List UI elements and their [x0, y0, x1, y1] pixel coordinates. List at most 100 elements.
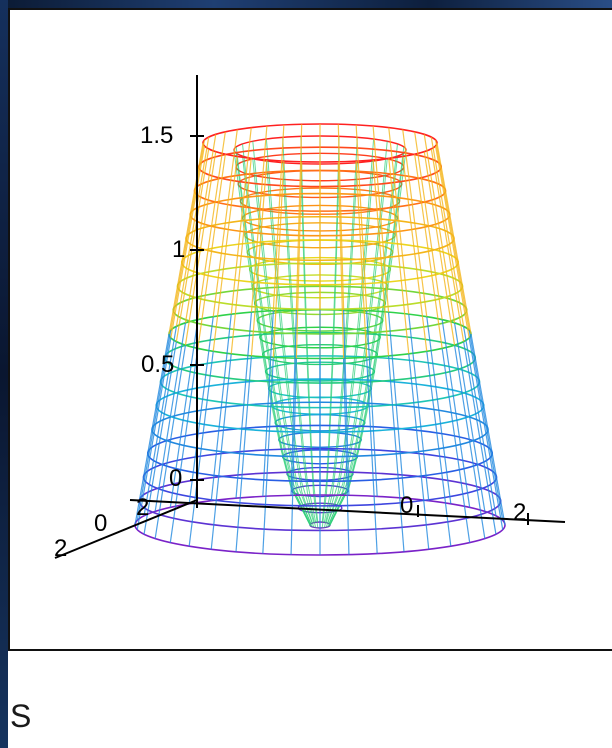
outer-meridian-lower: [366, 310, 378, 497]
outer-meridian-lower: [441, 319, 471, 508]
outer-meridian-upper: [414, 154, 443, 349]
outer-meridian-upper: [212, 129, 238, 317]
outer-meridian-upper: [337, 124, 345, 310]
plot-3d-panel[interactable]: 1.5 1 0.5 0 2 0 2 2 0: [8, 8, 612, 651]
outer-meridian-upper: [197, 131, 226, 320]
outer-meridian-lower: [453, 345, 486, 539]
outer-meridian-lower: [426, 351, 452, 547]
outer-cone-wireframe: [134, 123, 506, 556]
x-axis-line: [129, 499, 566, 523]
outer-meridian-lower: [169, 319, 199, 508]
outer-meridian-lower: [154, 322, 187, 512]
surface-plot[interactable]: 1.5 1 0.5 0 2 0 2 2 0: [10, 10, 612, 651]
outer-meridian-upper: [430, 148, 465, 342]
inner-meridian: [282, 162, 317, 528]
outer-meridian-lower: [343, 358, 350, 555]
inner-meridian: [323, 162, 358, 528]
y-tick-0: 0: [94, 510, 107, 537]
outer-meridian-lower: [343, 309, 350, 496]
outer-meridian-upper: [295, 124, 303, 310]
outer-meridian-upper: [388, 127, 410, 315]
outer-meridian-lower: [470, 333, 506, 526]
outer-meridian-upper: [372, 126, 390, 313]
outer-meridian-lower: [235, 312, 253, 499]
inner-meridian: [265, 160, 315, 528]
outer-meridian-upper: [355, 124, 368, 311]
outer-meridian-lower: [134, 333, 170, 526]
caption-label: S: [10, 698, 32, 734]
outer-meridian-lower: [210, 353, 232, 550]
outer-meridian-lower: [235, 355, 253, 552]
outer-meridian-upper: [212, 156, 238, 352]
outer-meridian-upper: [388, 158, 410, 354]
outer-meridian-upper: [230, 127, 252, 315]
outer-meridian-lower: [136, 337, 172, 530]
outer-meridian-upper: [414, 131, 443, 320]
z-tick-0: 0: [169, 465, 182, 492]
outer-meridian-upper: [250, 159, 268, 356]
outer-meridian-upper: [402, 129, 428, 317]
outer-meridian-lower: [453, 322, 486, 512]
outer-meridian-lower: [143, 326, 177, 516]
inner-meridian: [325, 160, 375, 528]
outer-meridian-upper: [434, 139, 470, 331]
inner-meridian: [321, 163, 340, 528]
outer-meridian-upper: [175, 148, 210, 342]
inner-meridian: [328, 156, 398, 527]
outer-meridian-upper: [170, 139, 206, 331]
outer-meridian-upper: [436, 142, 472, 335]
outer-meridian-upper: [272, 161, 285, 358]
outer-meridian-upper: [434, 145, 470, 338]
outer-meridian-upper: [430, 137, 465, 327]
y-axis-line: [54, 499, 198, 559]
outer-meridian-upper: [423, 151, 456, 346]
outer-meridian-lower: [188, 316, 214, 504]
outer-meridian-lower: [441, 348, 471, 543]
outer-meridian-lower: [143, 341, 177, 535]
outer-meridian-upper: [184, 134, 217, 323]
outer-meridian-lower: [366, 357, 378, 554]
outer-meridian-lower: [468, 337, 504, 530]
outer-meridian-upper: [355, 161, 368, 358]
inner-meridian: [242, 156, 312, 527]
outer-meridian-upper: [170, 145, 206, 338]
outer-meridian-upper: [337, 161, 345, 359]
outer-meridian-lower: [290, 358, 297, 555]
outer-meridian-upper: [250, 126, 268, 313]
plot-axes: [54, 75, 566, 559]
window-frame-top: [0, 0, 612, 8]
outer-meridian-upper: [372, 159, 390, 356]
outer-meridian-lower: [262, 310, 274, 497]
inner-meridian: [300, 163, 319, 528]
outer-meridian-lower: [154, 345, 187, 539]
window-frame-left: [0, 0, 8, 748]
outer-meridian-upper: [197, 154, 226, 349]
outer-meridian-lower: [387, 312, 405, 499]
outer-meridian-lower: [169, 348, 199, 543]
outer-meridian-upper: [175, 137, 210, 327]
outer-meridian-upper: [230, 158, 252, 354]
outer-meridian-lower: [463, 341, 497, 535]
outer-meridian-lower: [210, 314, 232, 501]
outer-meridian-lower: [408, 314, 430, 501]
z-tick-0-5: 0.5: [141, 351, 174, 378]
outer-meridian-lower: [408, 353, 430, 550]
outer-meridian-lower: [262, 357, 274, 554]
outer-meridian-lower: [387, 355, 405, 552]
y-tick-2: 2: [54, 535, 67, 562]
x-tick-2-right: 2: [513, 499, 526, 526]
outer-meridian-lower: [426, 316, 452, 504]
outer-meridian-upper: [295, 161, 303, 359]
x-tick-0: 0: [400, 492, 413, 519]
outer-meridian-lower: [468, 330, 504, 521]
outer-meridian-upper: [272, 124, 285, 311]
outer-meridian-upper: [423, 134, 456, 323]
x-tick-2-left: 2: [136, 494, 149, 521]
outer-meridian-lower: [290, 309, 297, 496]
outer-meridian-lower: [188, 351, 214, 547]
outer-meridian-lower: [136, 330, 172, 521]
outer-meridian-lower: [463, 326, 497, 516]
outer-meridian-upper: [402, 156, 428, 352]
outer-meridian-upper: [184, 151, 217, 346]
inner-meridian: [329, 153, 405, 526]
